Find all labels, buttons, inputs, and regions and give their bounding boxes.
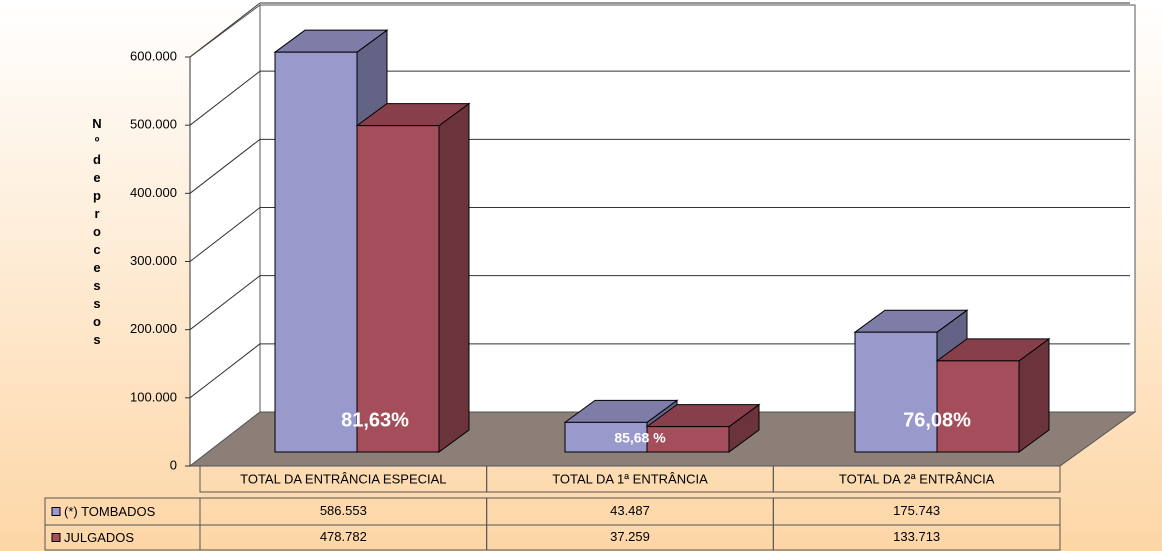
- grid-line: [189, 275, 261, 331]
- table-cell: [44, 524, 201, 551]
- bar: [274, 51, 358, 453]
- data-label: 586.553: [320, 503, 367, 518]
- side-wall: [189, 4, 261, 468]
- grid-line: [189, 343, 261, 399]
- grid-line: [189, 2, 261, 58]
- y-tick-label: 200.000: [130, 321, 177, 336]
- legend-swatch: [51, 507, 61, 516]
- data-label: 175.743: [893, 503, 940, 518]
- data-label: 37.259: [610, 529, 650, 544]
- y-tick-label: 600.000: [130, 48, 177, 63]
- annotation: 85,68 %: [614, 430, 666, 446]
- legend-label: JULGADOS: [64, 530, 134, 545]
- y-tick-label: 300.000: [130, 253, 177, 268]
- x-tick-label: TOTAL DA 1ª ENTRÂNCIA: [552, 471, 708, 486]
- bar-side: [438, 102, 470, 453]
- annotation: 81,63%: [341, 409, 409, 431]
- grid-line: [189, 138, 261, 194]
- legend-label: (*) TOMBADOS: [64, 504, 156, 519]
- x-tick-label: TOTAL DA ENTRÂNCIA ESPECIAL: [240, 471, 446, 486]
- data-label: 478.782: [320, 529, 367, 544]
- table-cell: [772, 465, 1061, 493]
- grid-line: [189, 207, 261, 262]
- annotation: 76,08%: [903, 409, 971, 431]
- bar: [356, 125, 440, 453]
- y-tick-label: 0: [170, 457, 177, 472]
- y-tick-label: 400.000: [130, 185, 177, 200]
- bar: [936, 360, 1020, 453]
- bar: [564, 421, 648, 453]
- y-tick-label: 500.000: [130, 117, 177, 132]
- y-tick-label: 100.000: [130, 389, 177, 404]
- bar: [854, 331, 938, 453]
- data-label: 43.487: [610, 503, 650, 518]
- grid-line: [189, 70, 261, 126]
- x-tick-label: TOTAL DA 2ª ENTRÂNCIA: [839, 471, 995, 486]
- table-cell: [772, 524, 1061, 551]
- data-label: 133.713: [893, 529, 940, 544]
- bar: [646, 426, 730, 453]
- legend-swatch: [51, 533, 61, 542]
